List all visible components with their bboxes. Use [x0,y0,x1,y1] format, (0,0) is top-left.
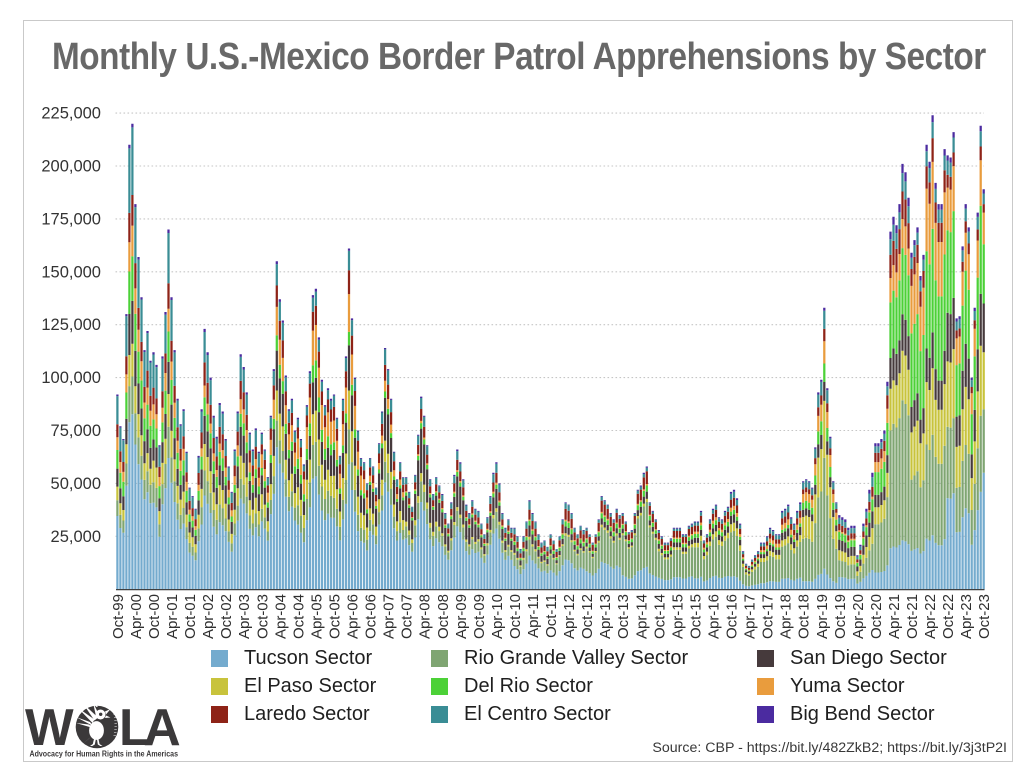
svg-text:W: W [25,698,74,756]
svg-text:Oct-08: Oct-08 [435,594,452,639]
svg-text:Oct-21: Oct-21 [904,594,921,639]
svg-text:Oct-02: Oct-02 [218,594,235,639]
svg-text:Oct-11: Oct-11 [543,594,560,638]
svg-text:200,000: 200,000 [41,158,101,176]
svg-text:Oct-15: Oct-15 [687,594,704,639]
svg-text:Apr-15: Apr-15 [669,594,686,639]
svg-text:Apr-14: Apr-14 [633,594,650,639]
svg-text:75,000: 75,000 [51,422,101,440]
svg-text:Apr-09: Apr-09 [453,594,470,639]
svg-text:175,000: 175,000 [41,210,101,228]
svg-text:Oct-18: Oct-18 [796,594,813,639]
svg-text:Oct-13: Oct-13 [615,594,632,639]
svg-text:Oct-00: Oct-00 [146,594,163,639]
svg-text:Apr-03: Apr-03 [236,594,253,639]
svg-text:Oct-19: Oct-19 [832,594,849,639]
svg-text:Apr-17: Apr-17 [742,594,759,639]
svg-text:Apr-01: Apr-01 [164,594,181,639]
svg-text:Apr-21: Apr-21 [886,594,903,639]
svg-text:Advocacy for Human Rights in t: Advocacy for Human Rights in the America… [30,750,179,759]
svg-text:Oct-16: Oct-16 [724,594,741,639]
svg-text:Apr-07: Apr-07 [381,594,398,639]
svg-text:Oct-04: Oct-04 [290,594,307,639]
svg-text:50,000: 50,000 [51,475,101,493]
svg-text:Oct-20: Oct-20 [868,594,885,639]
svg-text:Oct-03: Oct-03 [254,594,271,639]
svg-text:A: A [144,698,181,756]
svg-text:Apr-18: Apr-18 [778,594,795,639]
svg-text:Apr-00: Apr-00 [128,594,145,639]
svg-text:Oct-10: Oct-10 [507,594,524,639]
svg-text:Apr-12: Apr-12 [561,594,578,639]
svg-text:125,000: 125,000 [41,316,101,334]
svg-text:Apr-22: Apr-22 [922,594,939,639]
svg-text:Apr-02: Apr-02 [200,594,217,639]
svg-text:Oct-05: Oct-05 [327,594,344,639]
svg-text:Oct-01: Oct-01 [182,594,199,639]
svg-text:Apr-20: Apr-20 [850,594,867,639]
svg-text:150,000: 150,000 [41,263,101,281]
svg-text:Apr-08: Apr-08 [417,594,434,639]
svg-text:Apr-13: Apr-13 [597,594,614,639]
svg-text:Apr-10: Apr-10 [489,594,506,639]
svg-text:225,000: 225,000 [41,105,101,123]
svg-text:Oct-09: Oct-09 [471,594,488,639]
svg-text:25,000: 25,000 [51,528,101,546]
svg-text:Apr-19: Apr-19 [814,594,831,639]
svg-text:Oct-22: Oct-22 [940,594,957,639]
svg-text:Apr-16: Apr-16 [706,594,723,639]
svg-text:Oct-07: Oct-07 [399,594,416,639]
svg-text:Apr-06: Apr-06 [345,594,362,639]
svg-text:Oct-06: Oct-06 [363,594,380,639]
svg-text:Apr-11: Apr-11 [525,594,542,638]
svg-text:Oct-14: Oct-14 [651,594,668,639]
svg-text:Apr-04: Apr-04 [272,594,289,639]
svg-text:Apr-23: Apr-23 [958,594,975,639]
svg-text:Oct-99: Oct-99 [110,594,127,639]
svg-text:L: L [119,698,150,756]
svg-text:100,000: 100,000 [41,369,101,387]
svg-text:Oct-23: Oct-23 [976,594,993,639]
svg-text:Oct-12: Oct-12 [579,594,596,639]
svg-text:Apr-05: Apr-05 [308,594,325,639]
svg-text:Oct-17: Oct-17 [760,594,777,639]
